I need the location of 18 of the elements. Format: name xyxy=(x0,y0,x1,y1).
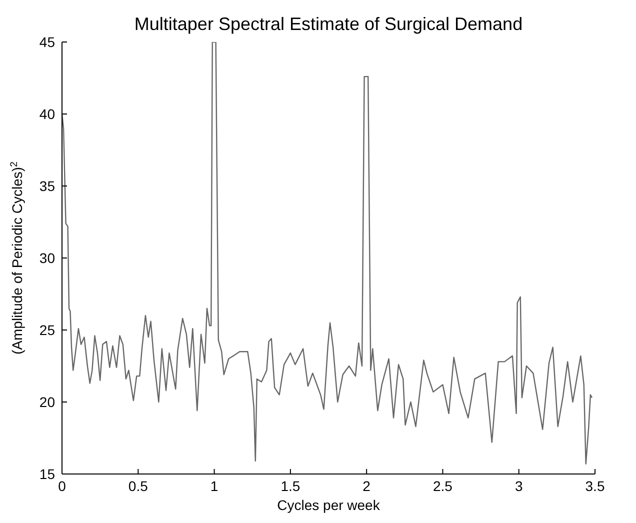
line-series xyxy=(62,42,593,465)
x-tick-label: 1.5 xyxy=(280,478,300,494)
x-tick-label: 3.5 xyxy=(585,478,605,494)
y-tick-label: 35 xyxy=(39,178,56,194)
y-tick-label: 15 xyxy=(39,466,56,482)
x-tick-label: 3 xyxy=(514,478,523,494)
chart-title: Multitaper Spectral Estimate of Surgical Demand xyxy=(133,14,524,35)
x-tick-label: 0 xyxy=(58,478,66,494)
x-tick-label: 2 xyxy=(362,478,371,494)
x-tick-label: 1 xyxy=(210,478,218,494)
x-tick-label: 0.5 xyxy=(128,478,148,494)
x-axis-title: Cycles per week xyxy=(277,497,381,513)
y-tick-label: 25 xyxy=(39,322,56,338)
y-tick-label: 20 xyxy=(39,394,56,410)
y-tick-label: 45 xyxy=(39,34,56,50)
y-tick-label: 40 xyxy=(39,106,56,122)
x-tick-label: 2.5 xyxy=(432,478,453,494)
y-tick-label: 30 xyxy=(39,250,56,266)
